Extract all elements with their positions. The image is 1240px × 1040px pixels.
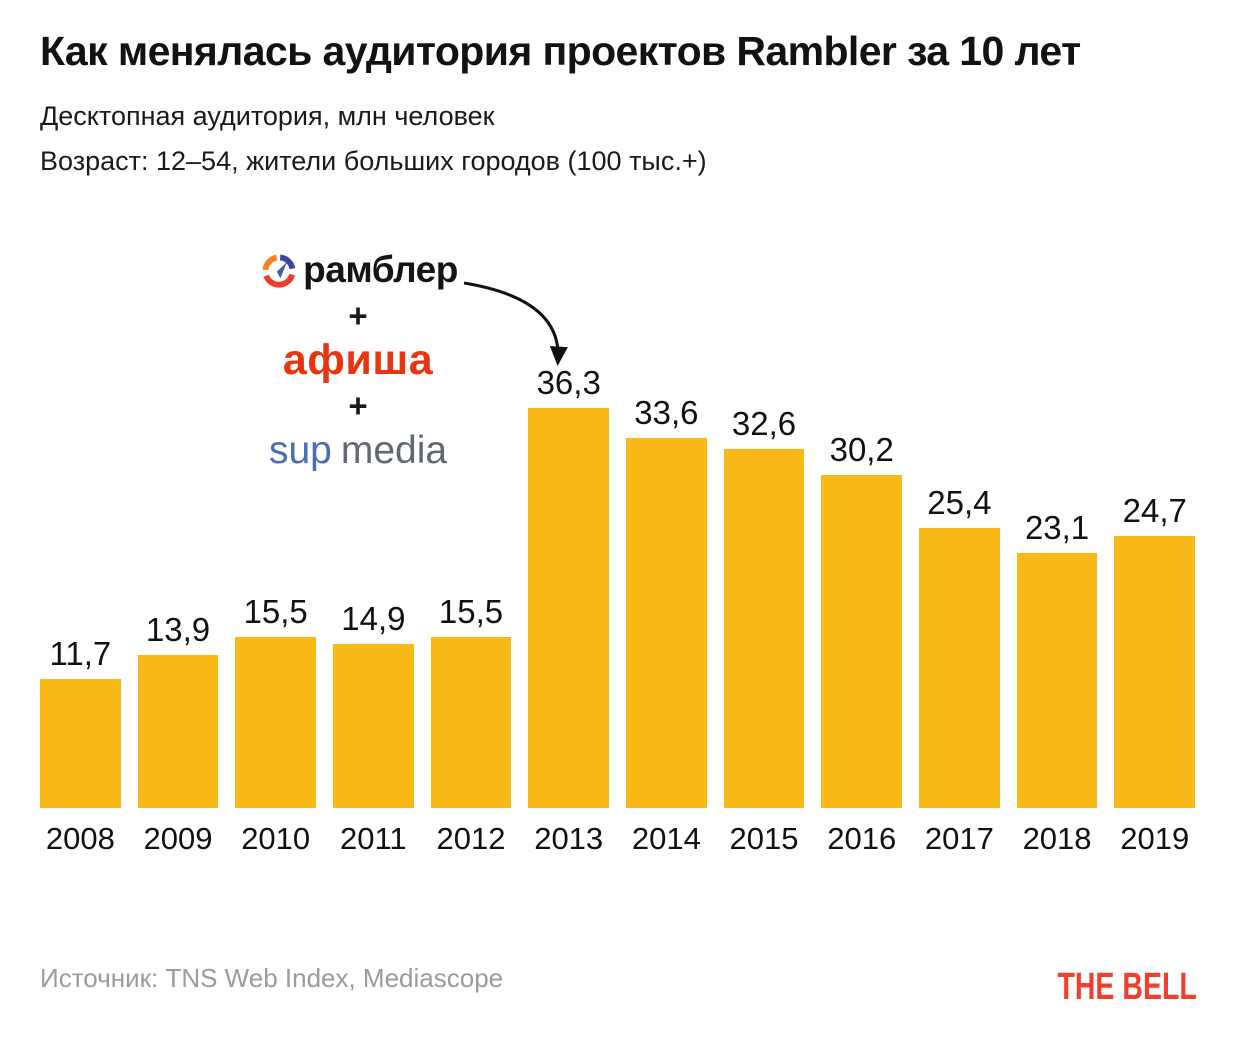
sup-media-logo: sup media — [269, 431, 447, 470]
merger-annotation: рамблер + афиша + sup media — [250, 248, 466, 470]
afisha-logo-text: афиша — [282, 336, 434, 384]
plus-sign: + — [348, 297, 368, 334]
bar-column-2019: 24,7 2019 — [1114, 492, 1196, 856]
bar-column-2009: 13,9 2009 — [137, 611, 219, 856]
bar-column-2011: 14,9 2011 — [333, 602, 414, 854]
bar — [626, 438, 707, 808]
chart-title: Как менялась аудитория проектов Rambler … — [40, 28, 1081, 74]
bar — [333, 644, 414, 808]
value-label: 33,6 — [634, 394, 699, 431]
bar-column-2013: 36,3 2013 — [528, 364, 610, 856]
bar-column-2012: 15,5 2012 — [430, 593, 512, 856]
year-label: 2014 — [631, 821, 701, 856]
year-label: 2019 — [1120, 821, 1190, 856]
year-label: 2015 — [729, 821, 799, 856]
year-label: 2012 — [436, 821, 506, 856]
value-label: 24,7 — [1122, 492, 1187, 529]
bar-column-2015: 32,6 2015 — [723, 405, 805, 856]
year-label: 2009 — [143, 821, 213, 856]
bar — [1114, 536, 1196, 808]
bar-column-2018: 23,1 2018 — [1016, 509, 1098, 856]
chart-subtitle-units: Десктопная аудитория, млн человек — [40, 101, 495, 131]
bar — [821, 475, 903, 808]
rambler-arrow-glyph — [271, 262, 287, 279]
bar-column-2010: 15,5 2010 — [235, 593, 317, 856]
source-note: Источник: TNS Web Index, Mediascope — [40, 963, 504, 993]
value-label: 15,5 — [243, 593, 308, 630]
year-label: 2010 — [241, 821, 311, 856]
bar-column-2014: 33,6 2014 — [626, 396, 707, 854]
bar — [235, 637, 317, 808]
bar-column-2016: 30,2 2016 — [821, 431, 903, 856]
bar — [1016, 553, 1098, 808]
value-label: 25,4 — [927, 484, 992, 521]
chart-subtitle-audience: Возраст: 12–54, жители больших городов (… — [40, 146, 707, 176]
year-label: 2016 — [827, 821, 897, 856]
value-label: 14,9 — [341, 600, 406, 637]
bar — [137, 655, 219, 808]
sup-text: sup — [268, 429, 332, 472]
value-label: 36,3 — [536, 364, 601, 401]
value-label: 23,1 — [1024, 509, 1090, 546]
year-label: 2011 — [340, 821, 407, 856]
rambler-logo-text: рамблер — [303, 249, 458, 290]
media-text: media — [340, 429, 448, 472]
year-label: 2018 — [1022, 821, 1092, 856]
bar-chart: 11,7 2008 13,9 2009 15,5 2010 14,9 2011 15,5 2012… — [40, 364, 1196, 856]
year-label: 2013 — [534, 821, 604, 856]
year-label: 2017 — [924, 821, 994, 856]
bar — [723, 449, 805, 808]
bar — [430, 637, 512, 808]
value-label: 13,9 — [145, 611, 211, 648]
plus-sign: + — [348, 387, 368, 424]
value-label: 30,2 — [829, 431, 894, 468]
value-label: 15,5 — [438, 593, 504, 630]
bar — [919, 528, 1000, 808]
bar-column-2017: 25,4 2017 — [919, 486, 1000, 854]
year-label: 2008 — [45, 821, 115, 856]
bar-column-2008: 11,7 2008 — [40, 637, 121, 854]
bar — [40, 679, 121, 808]
the-bell-logo: THE BELL — [1057, 966, 1197, 1008]
value-label: 11,7 — [49, 635, 112, 672]
rambler-logo-icon — [262, 254, 296, 288]
value-label: 32,6 — [731, 405, 797, 442]
rambler-logo: рамблер — [258, 248, 458, 292]
bar — [528, 408, 610, 808]
